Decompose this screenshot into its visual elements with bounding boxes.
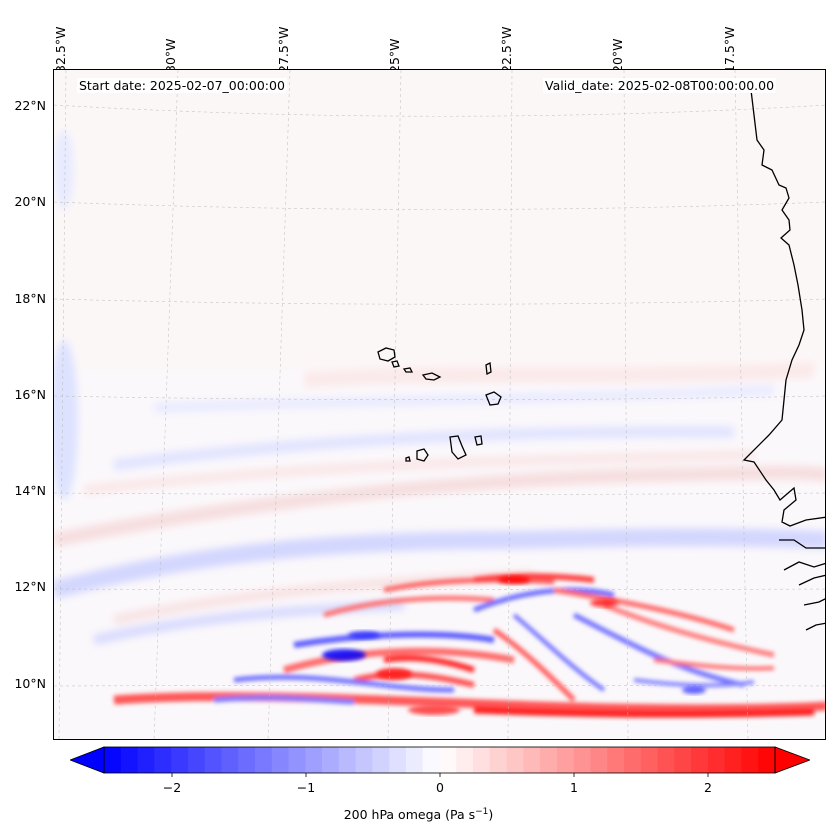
lat-label-20n: 20°N xyxy=(14,194,46,209)
colorbar-segment xyxy=(187,747,206,773)
colorbar xyxy=(70,746,810,777)
colorbar-tick-label-0: 0 xyxy=(436,780,444,795)
valid-date-label: Valid_date: 2025-02-08T00:00:00.00 xyxy=(543,78,777,93)
lon-label-20w: 20°W xyxy=(610,38,625,73)
lat-label-12n: 12°N xyxy=(14,579,46,594)
colorbar-segment xyxy=(254,747,273,773)
colorbar-segment xyxy=(456,747,474,773)
colorbar-segment xyxy=(204,747,223,773)
cape-verde-sal xyxy=(485,362,492,375)
colorbar-title-end: ) xyxy=(488,807,494,823)
colorbar-title-exponent: −1 xyxy=(475,807,489,817)
colorbar-segment xyxy=(556,747,575,773)
colorbar-segment xyxy=(473,747,491,773)
colorbar-extend-min xyxy=(70,746,105,774)
colorbar-segment xyxy=(238,747,256,773)
colorbar-title: 200 hPa omega (Pa s−1) xyxy=(0,807,837,822)
colorbar-segment xyxy=(741,747,759,773)
lon-label-17.5w: 17.5°W xyxy=(722,26,737,73)
colorbar-segments xyxy=(104,747,776,773)
colorbar-segment xyxy=(389,747,407,773)
colorbar-ticks xyxy=(171,773,709,777)
colorbar-segment xyxy=(288,747,306,773)
colorbar-outline xyxy=(103,746,776,774)
colorbar-segment xyxy=(221,747,239,773)
colorbar-tick-label-m1: −1 xyxy=(296,780,316,795)
colorbar-segment xyxy=(724,747,743,773)
start-date-label: Start date: 2025-02-07_00:00:00 xyxy=(77,78,287,93)
map-panel[interactable] xyxy=(53,69,826,740)
cape-verde-brava xyxy=(405,456,411,462)
colorbar-segment xyxy=(590,747,608,773)
colorbar-segment xyxy=(624,747,642,773)
lat-label-14n: 14°N xyxy=(14,483,46,498)
colorbar-segment xyxy=(104,747,122,773)
colorbar-segment xyxy=(506,747,524,773)
colorbar-segment xyxy=(607,747,625,773)
strong-convection-area xyxy=(113,573,825,718)
cape-verde-boa-vista xyxy=(485,391,502,406)
gridlines xyxy=(54,70,825,739)
colorbar-segment xyxy=(372,747,390,773)
colorbar-extend-max xyxy=(774,746,810,774)
mid-latitude-bands xyxy=(54,362,825,645)
lat-label-16n: 16°N xyxy=(14,387,46,402)
lon-label-22.5w: 22.5°W xyxy=(499,26,514,73)
omega-field-map xyxy=(54,70,825,739)
colorbar-segment xyxy=(322,747,340,773)
colorbar-title-main: 200 hPa omega (Pa s xyxy=(343,807,476,823)
colorbar-segment xyxy=(439,747,457,773)
lat-label-22n: 22°N xyxy=(14,98,46,113)
cape-verde-sao-nicolau xyxy=(421,372,442,381)
colorbar-segment xyxy=(489,747,508,773)
colorbar-segment xyxy=(691,747,709,773)
cape-verde-santa-luzia xyxy=(402,367,414,373)
colorbar-tick-label-2: 2 xyxy=(704,780,712,795)
colorbar-segment xyxy=(657,747,675,773)
colorbar-segment xyxy=(405,747,424,773)
colorbar-segment xyxy=(271,747,290,773)
colorbar-segment xyxy=(355,747,373,773)
colorbar-segment xyxy=(523,747,541,773)
cape-verde-santiago xyxy=(449,435,467,460)
colorbar-segment xyxy=(758,747,776,773)
colorbar-segment xyxy=(422,747,441,773)
colorbar-segment xyxy=(540,747,558,773)
africa-coastline xyxy=(742,89,825,527)
colorbar-segment xyxy=(707,747,726,773)
cape-verde-fogo xyxy=(416,448,429,462)
colorbar-segment xyxy=(171,747,189,773)
colorbar-segment xyxy=(305,747,323,773)
lat-label-10n: 10°N xyxy=(14,676,46,691)
colorbar-segment xyxy=(338,747,357,773)
colorbar-segment xyxy=(120,747,139,773)
lat-label-18n: 18°N xyxy=(14,291,46,306)
colorbar-tick-label-1: 1 xyxy=(570,780,578,795)
colorbar-tick-label-m2: −2 xyxy=(162,780,182,795)
cape-verde-santo-antao xyxy=(377,347,396,362)
colorbar-segment xyxy=(137,747,155,773)
lon-label-27.5w: 27.5°W xyxy=(276,26,291,73)
lon-label-25w: 25°W xyxy=(387,38,402,73)
colorbar-segment xyxy=(154,747,172,773)
cape-verde-sao-vicente xyxy=(391,360,400,368)
colorbar-segment xyxy=(674,747,692,773)
colorbar-segment xyxy=(573,747,592,773)
cape-verde-maio xyxy=(474,435,483,446)
colorbar-segment xyxy=(640,747,659,773)
coastlines xyxy=(377,89,825,631)
lon-label-32.5w: 32.5°W xyxy=(53,26,68,73)
lon-label-30w: 30°W xyxy=(163,38,178,73)
